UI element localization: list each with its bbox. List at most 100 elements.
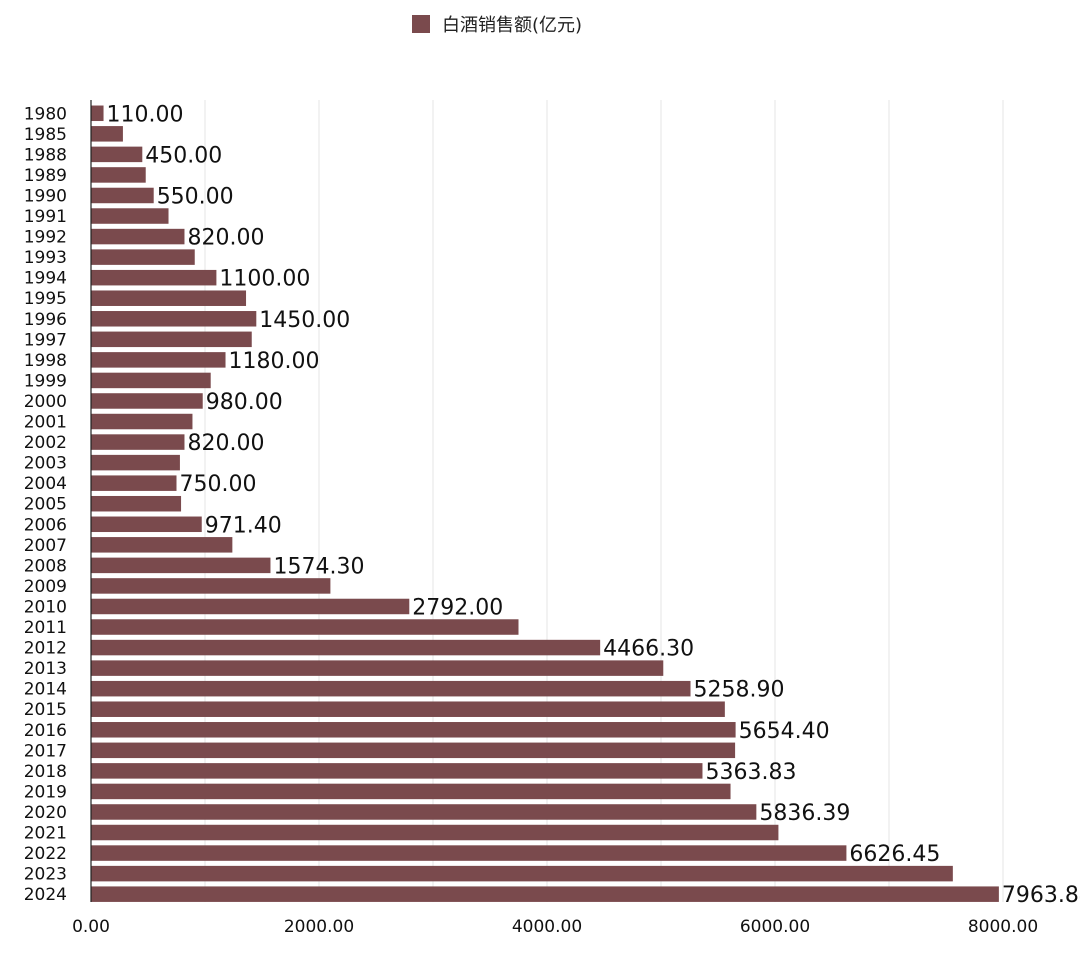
bar	[91, 742, 736, 759]
category-label: 2008	[24, 556, 67, 576]
bar	[91, 824, 779, 841]
bars	[91, 105, 999, 902]
category-label: 2010	[24, 597, 67, 617]
category-label: 2019	[24, 782, 67, 802]
data-label: 1450.00	[259, 308, 350, 333]
bar	[91, 537, 233, 553]
legend: 白酒销售额(亿元)	[412, 15, 582, 36]
category-label: 2018	[24, 762, 67, 782]
bar	[91, 701, 725, 717]
data-label: 1574.30	[273, 554, 364, 579]
bar	[91, 434, 185, 450]
data-label: 5258.90	[694, 678, 785, 703]
category-label: 2003	[24, 454, 67, 474]
category-label: 1991	[24, 207, 67, 227]
data-label: 971.40	[205, 513, 282, 538]
bar	[91, 228, 185, 245]
x-axis-ticks: 0.00 2000.00 4000.00 6000.00 8000.00	[72, 917, 1038, 937]
bar	[91, 578, 331, 594]
legend-label: 白酒销售额(亿元)	[442, 15, 582, 36]
category-label: 2016	[24, 721, 67, 741]
category-label: 2002	[24, 433, 67, 453]
bar	[91, 763, 703, 779]
bar	[91, 804, 757, 820]
bar	[91, 126, 123, 142]
category-label: 1992	[24, 228, 67, 248]
category-labels: 1980198519881989199019911992199319941995…	[24, 104, 67, 905]
category-label: 1994	[24, 269, 67, 289]
data-label: 1180.00	[229, 349, 320, 374]
category-label: 2013	[24, 659, 67, 679]
category-label: 1998	[24, 351, 67, 371]
data-label: 1100.00	[219, 267, 310, 292]
bar	[91, 557, 271, 574]
bar	[91, 352, 226, 368]
category-label: 1996	[24, 310, 67, 330]
data-label: 7963.84	[1002, 883, 1080, 908]
bar	[91, 146, 143, 163]
bar	[91, 680, 691, 697]
data-label: 5654.40	[739, 719, 830, 744]
data-label: 5836.39	[759, 801, 850, 826]
data-label: 4466.30	[603, 637, 694, 662]
bar	[91, 208, 169, 224]
data-label: 980.00	[206, 390, 283, 415]
x-tick-label: 0.00	[72, 917, 110, 937]
category-label: 2011	[24, 618, 67, 638]
category-label: 1989	[24, 166, 67, 186]
category-label: 2012	[24, 639, 67, 659]
category-label: 2023	[24, 865, 67, 885]
data-label: 750.00	[180, 472, 257, 497]
data-label: 5363.83	[705, 760, 796, 785]
category-label: 2004	[24, 474, 67, 494]
data-label: 550.00	[157, 184, 234, 209]
category-label: 1988	[24, 145, 67, 165]
category-label: 1997	[24, 330, 67, 350]
bar	[91, 167, 146, 183]
x-tick-label: 2000.00	[284, 917, 354, 937]
bar	[91, 660, 664, 676]
bar	[91, 598, 410, 615]
data-labels: 110.00 450.00 550.00 820.00 1100.00 1450.00 11…	[107, 102, 1080, 908]
bar	[91, 783, 731, 800]
category-label: 1980	[24, 104, 67, 124]
category-label: 2000	[24, 392, 67, 412]
category-label: 2017	[24, 741, 67, 761]
data-label: 2792.00	[412, 595, 503, 620]
bar	[91, 311, 257, 327]
data-label: 110.00	[107, 102, 184, 127]
bar	[91, 372, 211, 389]
bar	[91, 495, 182, 512]
category-label: 1993	[24, 248, 67, 268]
bar	[91, 722, 736, 738]
data-label: 820.00	[187, 226, 264, 251]
category-label: 2021	[24, 824, 67, 844]
category-label: 2006	[24, 515, 67, 535]
data-label: 6626.45	[849, 842, 940, 867]
bar	[91, 886, 999, 902]
bar	[91, 331, 252, 348]
category-label: 1990	[24, 186, 67, 206]
x-tick-label: 8000.00	[968, 917, 1038, 937]
data-label: 450.00	[145, 143, 222, 168]
category-label: 2009	[24, 577, 67, 597]
bar	[91, 187, 154, 204]
gridlines	[204, 100, 1004, 902]
legend-swatch	[412, 15, 430, 33]
bar	[91, 290, 247, 306]
category-label: 2007	[24, 536, 67, 556]
bar	[91, 105, 104, 122]
bar	[91, 516, 202, 533]
category-label: 2020	[24, 803, 67, 823]
bar	[91, 639, 601, 656]
bar	[91, 845, 847, 861]
category-label: 2022	[24, 844, 67, 864]
bar	[91, 393, 203, 409]
data-label: 820.00	[187, 431, 264, 456]
category-label: 2005	[24, 495, 67, 515]
bar	[91, 865, 953, 882]
category-label: 2014	[24, 680, 67, 700]
category-label: 1985	[24, 125, 67, 145]
bar	[91, 249, 195, 265]
